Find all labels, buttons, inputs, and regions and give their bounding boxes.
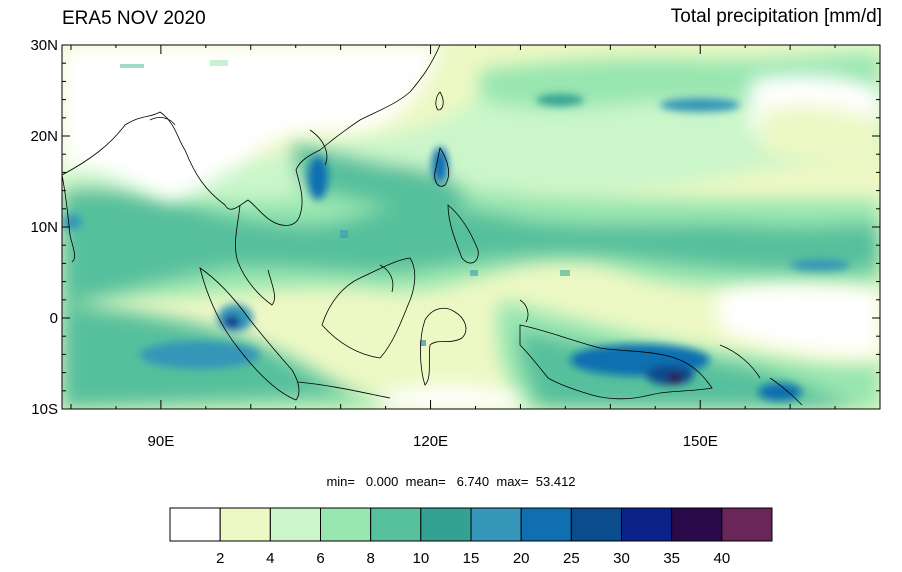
stat-max-value: 53.412	[535, 474, 576, 489]
axis-ticks	[62, 44, 881, 410]
colorbar-swatch	[320, 507, 372, 542]
lon-tick-label: 120E	[413, 433, 448, 450]
colorbar-swatch	[420, 507, 472, 542]
lat-tick-label: 10N	[30, 219, 58, 236]
colorbar-level-label: 6	[316, 550, 324, 567]
lat-tick-label: 30N	[30, 37, 58, 54]
stat-mean-label: mean=	[405, 474, 446, 489]
map-title: ERA5 NOV 2020	[62, 8, 206, 29]
stat-max-label: max=	[496, 474, 529, 489]
colorbar-swatch	[269, 507, 322, 542]
precip-field	[62, 45, 880, 409]
colorbar-level-label: 2	[216, 550, 224, 567]
colorbar-level-label: 40	[713, 550, 730, 567]
colorbar-level-label: 4	[266, 550, 274, 567]
variable-title: Total precipitation [mm/d]	[670, 6, 882, 27]
colorbar-swatch	[570, 507, 622, 542]
stat-min-label: min=	[326, 474, 355, 489]
colorbar-level-label: 30	[613, 550, 630, 567]
colorbar-level-label: 8	[366, 550, 374, 567]
lon-tick-label: 90E	[148, 433, 175, 450]
colorbar-swatch	[470, 507, 522, 542]
lat-tick-label: 0	[50, 310, 58, 327]
colorbar-swatch	[219, 507, 271, 542]
colorbar-level-label: 20	[513, 550, 530, 567]
stat-mean-value: 6.740	[456, 474, 490, 489]
colorbar-swatch	[621, 507, 673, 542]
colorbar-level-label: 10	[412, 550, 429, 567]
colorbar-swatch	[520, 507, 572, 542]
lon-tick-label: 150E	[683, 433, 718, 450]
lat-tick-label: 10S	[31, 401, 58, 418]
colorbar-swatch	[671, 507, 723, 542]
colorbar-swatch	[721, 507, 773, 542]
field-statistics: min= 0.000 mean= 6.740 max= 53.412	[0, 474, 902, 489]
coastlines	[62, 45, 803, 406]
stat-min-value: 0.000	[365, 474, 399, 489]
colorbar-swatch	[169, 507, 221, 542]
colorbar: 2 4 6 8 10 15 20 25 30 35 40	[169, 507, 773, 567]
colorbar-level-label: 15	[463, 550, 480, 567]
colorbar-swatch	[370, 507, 422, 542]
lat-tick-label: 20N	[30, 128, 58, 145]
axis-tick-labels: 30N 20N 10N 0 10S 90E 120E 150E	[30, 37, 717, 450]
colorbar-level-label: 25	[563, 550, 580, 567]
colorbar-level-label: 35	[663, 550, 680, 567]
